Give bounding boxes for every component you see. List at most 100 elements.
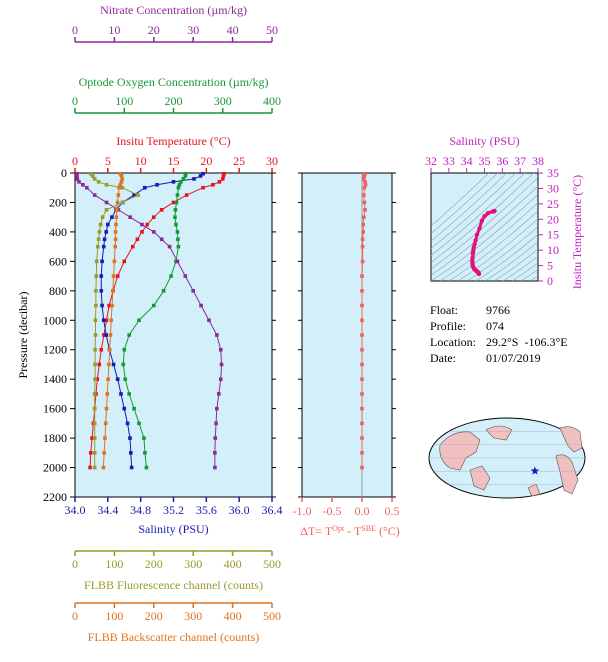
date-label: Date: — [430, 351, 456, 365]
fluorescence-profile-point — [96, 237, 101, 242]
oxygen-profile-point — [127, 392, 131, 396]
oxygen-profile-point — [184, 171, 188, 176]
oxygen-axis-title: Optode Oxygen Concentration (µm/kg) — [79, 75, 269, 89]
oxygen-tick-label: 0 — [72, 94, 78, 108]
temperature-axis-title: Insitu Temperature (°C) — [116, 134, 230, 148]
backscatter-profile-point — [113, 237, 118, 242]
salinity-tick-label: 34.0 — [65, 503, 86, 517]
salinity-profile-point — [100, 259, 104, 264]
ts-xaxis-title: Salinity (PSU) — [449, 134, 519, 148]
fluorescence-profile-point — [93, 333, 98, 337]
ts-point — [490, 209, 495, 214]
temperature-profile-point — [221, 174, 226, 178]
ts-density-contour — [457, 218, 538, 281]
delta-t-point — [360, 244, 365, 249]
oxygen-profile-point — [175, 230, 180, 234]
temperature-profile-point — [95, 377, 100, 381]
backscatter-profile-point — [104, 406, 109, 411]
nitrate-profile-point — [75, 177, 80, 181]
fluorescence-profile-point — [136, 193, 140, 197]
temperature-tick-label: 10 — [135, 154, 147, 168]
pressure-tick-label: 1800 — [43, 431, 67, 445]
ts-density-contour — [431, 173, 508, 242]
temperature-profile-point — [88, 465, 92, 470]
backscatter-profile-point — [107, 362, 111, 367]
temperature-profile-point — [115, 274, 120, 278]
oxygen-profile-point — [175, 193, 180, 197]
delta-t-point — [360, 377, 364, 381]
ts-xtick-label: 38 — [532, 154, 544, 168]
fluorescence-profile-point — [92, 406, 97, 411]
nitrate-profile-point — [218, 377, 223, 381]
backscatter-profile-point — [103, 421, 108, 426]
backscatter-profile-point — [112, 259, 117, 264]
salinity-profile-point — [106, 222, 110, 227]
location-value: 29.2°S -106.3°E — [486, 335, 568, 349]
fluorescence-profile-point — [92, 436, 97, 440]
backscatter-tick-label: 200 — [145, 609, 163, 623]
pressure-tick-label: 2000 — [43, 461, 67, 475]
delta-t-point — [360, 318, 364, 323]
delta-t-point — [362, 200, 367, 205]
salinity-profile-point — [192, 177, 196, 181]
oxygen-profile-point — [176, 237, 180, 242]
nitrate-profile-point — [85, 185, 89, 190]
backscatter-profile-point — [116, 193, 121, 197]
ts-density-contour — [520, 269, 538, 281]
fluorescence-profile-point — [93, 377, 97, 381]
delta-t-point — [362, 177, 366, 181]
salinity-tick-label: 34.4 — [97, 503, 118, 517]
fluorescence-profile-point — [90, 174, 95, 178]
oxygen-profile-point — [173, 208, 178, 212]
oxygen-profile-point — [161, 289, 166, 293]
map-landmass — [485, 425, 513, 441]
profile-value: 074 — [486, 319, 504, 333]
map-landmass — [555, 454, 579, 495]
ts-density-contour — [431, 173, 526, 256]
pressure-tick-label: 400 — [49, 225, 67, 239]
nitrate-profile-point — [213, 436, 218, 440]
delta-t-point — [363, 182, 368, 187]
ts-point — [477, 226, 482, 231]
salinity-profile-point — [129, 451, 133, 455]
ts-point — [473, 238, 478, 243]
delta-t-point — [363, 208, 367, 212]
ts-density-contour — [431, 185, 538, 276]
nitrate-profile-point — [128, 215, 132, 219]
salinity-tick-label: 34.8 — [130, 503, 151, 517]
map-landmass — [527, 483, 541, 497]
oxygen-profile-point — [137, 318, 141, 323]
oxygen-profile-point — [152, 303, 156, 308]
nitrate-profile-point — [81, 182, 85, 187]
temperature-tick-label: 30 — [266, 154, 278, 168]
pressure-tick-label: 1200 — [43, 343, 67, 357]
backscatter-profile-point — [111, 289, 115, 293]
backscatter-profile-point — [115, 200, 120, 205]
nitrate-tick-label: 10 — [108, 23, 120, 37]
fluorescence-tick-label: 500 — [263, 557, 281, 571]
temperature-profile-point — [211, 182, 215, 187]
fluorescence-profile-point — [94, 259, 99, 264]
salinity-profile-point — [104, 230, 108, 234]
delta-t-point — [360, 333, 364, 337]
temperature-tick-label: 15 — [168, 154, 180, 168]
salinity-profile-point — [111, 362, 116, 367]
backscatter-profile-point — [120, 177, 125, 181]
oxygen-profile-point — [181, 177, 186, 181]
salinity-profile-point — [129, 465, 134, 470]
ts-point — [474, 232, 480, 237]
backscatter-profile-point — [119, 174, 124, 178]
ts-ytick-label: 0 — [547, 274, 553, 288]
fluorescence-tick-label: 400 — [224, 557, 242, 571]
date-value: 01/07/2019 — [486, 351, 541, 365]
pressure-tick-label: 1000 — [43, 313, 67, 327]
salinity-profile-point — [142, 185, 147, 190]
oxygen-profile-point — [142, 436, 146, 440]
oxygen-profile-point — [121, 362, 126, 367]
nitrate-profile-point — [213, 451, 217, 455]
profile-label: Profile: — [430, 319, 466, 333]
ts-ytick-label: 5 — [547, 259, 553, 273]
delta-t-point — [360, 465, 364, 470]
pressure-tick-label: 600 — [49, 254, 67, 268]
